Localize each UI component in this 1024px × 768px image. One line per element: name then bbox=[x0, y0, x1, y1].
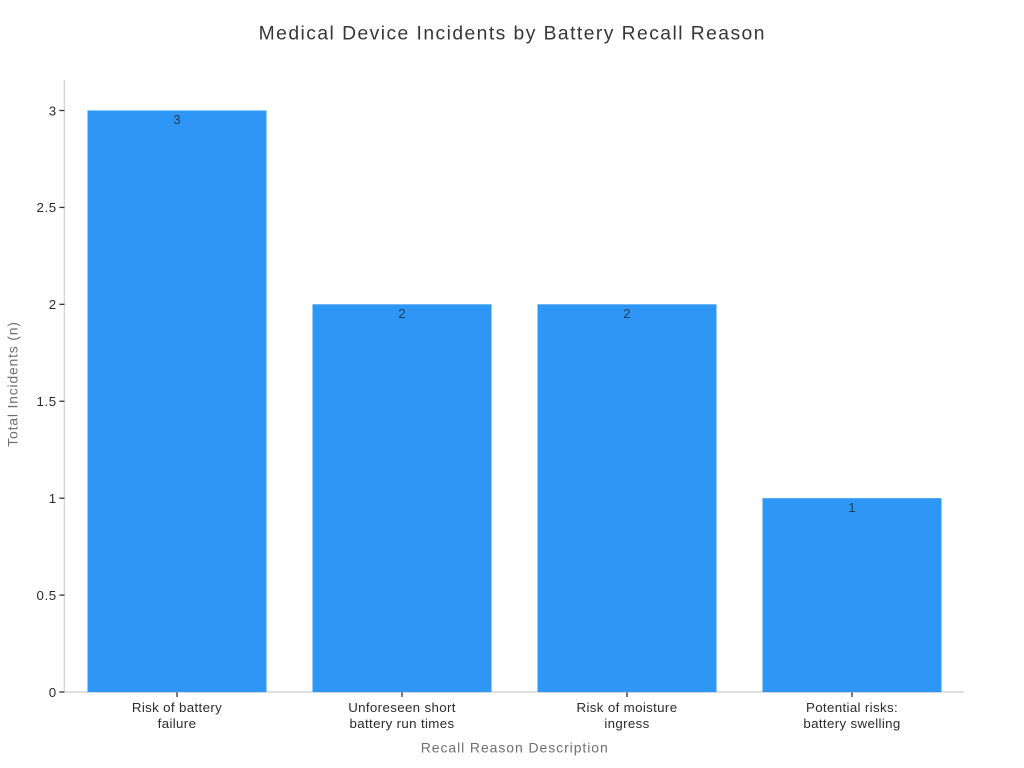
svg-text:0: 0 bbox=[49, 685, 57, 700]
svg-text:0.5: 0.5 bbox=[37, 588, 57, 603]
svg-text:Unforeseen short: Unforeseen short bbox=[348, 700, 456, 715]
svg-text:3: 3 bbox=[49, 103, 57, 118]
svg-text:3: 3 bbox=[173, 112, 180, 127]
svg-text:Risk of battery: Risk of battery bbox=[132, 700, 222, 715]
svg-text:failure: failure bbox=[158, 716, 197, 731]
svg-text:Potential risks:: Potential risks: bbox=[806, 700, 898, 715]
svg-text:Recall Reason Description: Recall Reason Description bbox=[421, 740, 609, 756]
svg-text:Risk of moisture: Risk of moisture bbox=[577, 700, 678, 715]
svg-text:battery run times: battery run times bbox=[350, 716, 455, 731]
svg-text:2.5: 2.5 bbox=[37, 200, 57, 215]
svg-text:2: 2 bbox=[49, 297, 57, 312]
svg-text:ingress: ingress bbox=[604, 716, 649, 731]
svg-text:2: 2 bbox=[623, 306, 630, 321]
svg-text:Total Incidents (n): Total Incidents (n) bbox=[5, 321, 21, 447]
svg-text:2: 2 bbox=[398, 306, 405, 321]
svg-text:1: 1 bbox=[49, 491, 57, 506]
svg-text:Medical Device Incidents by Ba: Medical Device Incidents by Battery Reca… bbox=[259, 24, 766, 45]
svg-text:battery swelling: battery swelling bbox=[803, 716, 900, 731]
svg-text:1.5: 1.5 bbox=[37, 394, 57, 409]
svg-text:1: 1 bbox=[848, 500, 855, 515]
